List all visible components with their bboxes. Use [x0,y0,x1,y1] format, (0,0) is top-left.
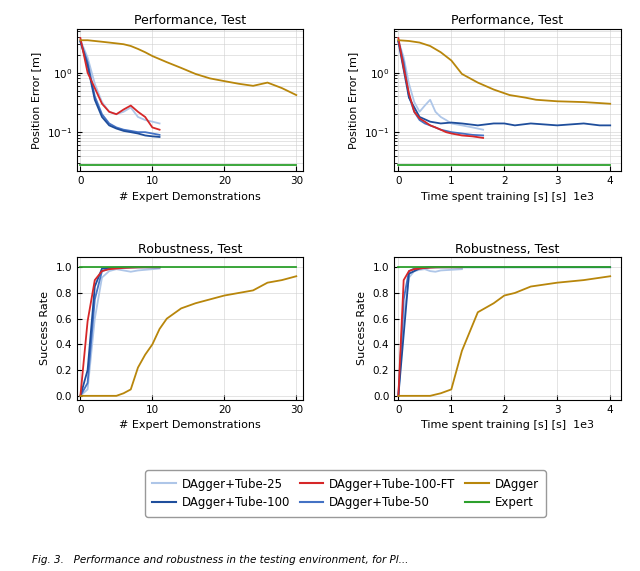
X-axis label: # Expert Demonstrations: # Expert Demonstrations [119,420,261,430]
X-axis label: Time spent training [s] [s]  1e3: Time spent training [s] [s] 1e3 [421,192,594,202]
Y-axis label: Position Error [m]: Position Error [m] [348,51,358,148]
Text: Fig. 3.   Performance and robustness in the testing environment, for Pl...: Fig. 3. Performance and robustness in th… [32,555,408,565]
Y-axis label: Success Rate: Success Rate [40,291,50,365]
Title: Robustness, Test: Robustness, Test [455,243,559,256]
Y-axis label: Success Rate: Success Rate [357,291,367,365]
X-axis label: # Expert Demonstrations: # Expert Demonstrations [119,192,261,202]
X-axis label: Time spent training [s] [s]  1e3: Time spent training [s] [s] 1e3 [421,420,594,430]
Legend: DAgger+Tube-25, DAgger+Tube-100, DAgger+Tube-100-FT, DAgger+Tube-50, DAgger, Exp: DAgger+Tube-25, DAgger+Tube-100, DAgger+… [145,471,546,517]
Title: Performance, Test: Performance, Test [451,14,564,27]
Title: Robustness, Test: Robustness, Test [138,243,243,256]
Y-axis label: Position Error [m]: Position Error [m] [31,51,41,148]
Title: Performance, Test: Performance, Test [134,14,246,27]
